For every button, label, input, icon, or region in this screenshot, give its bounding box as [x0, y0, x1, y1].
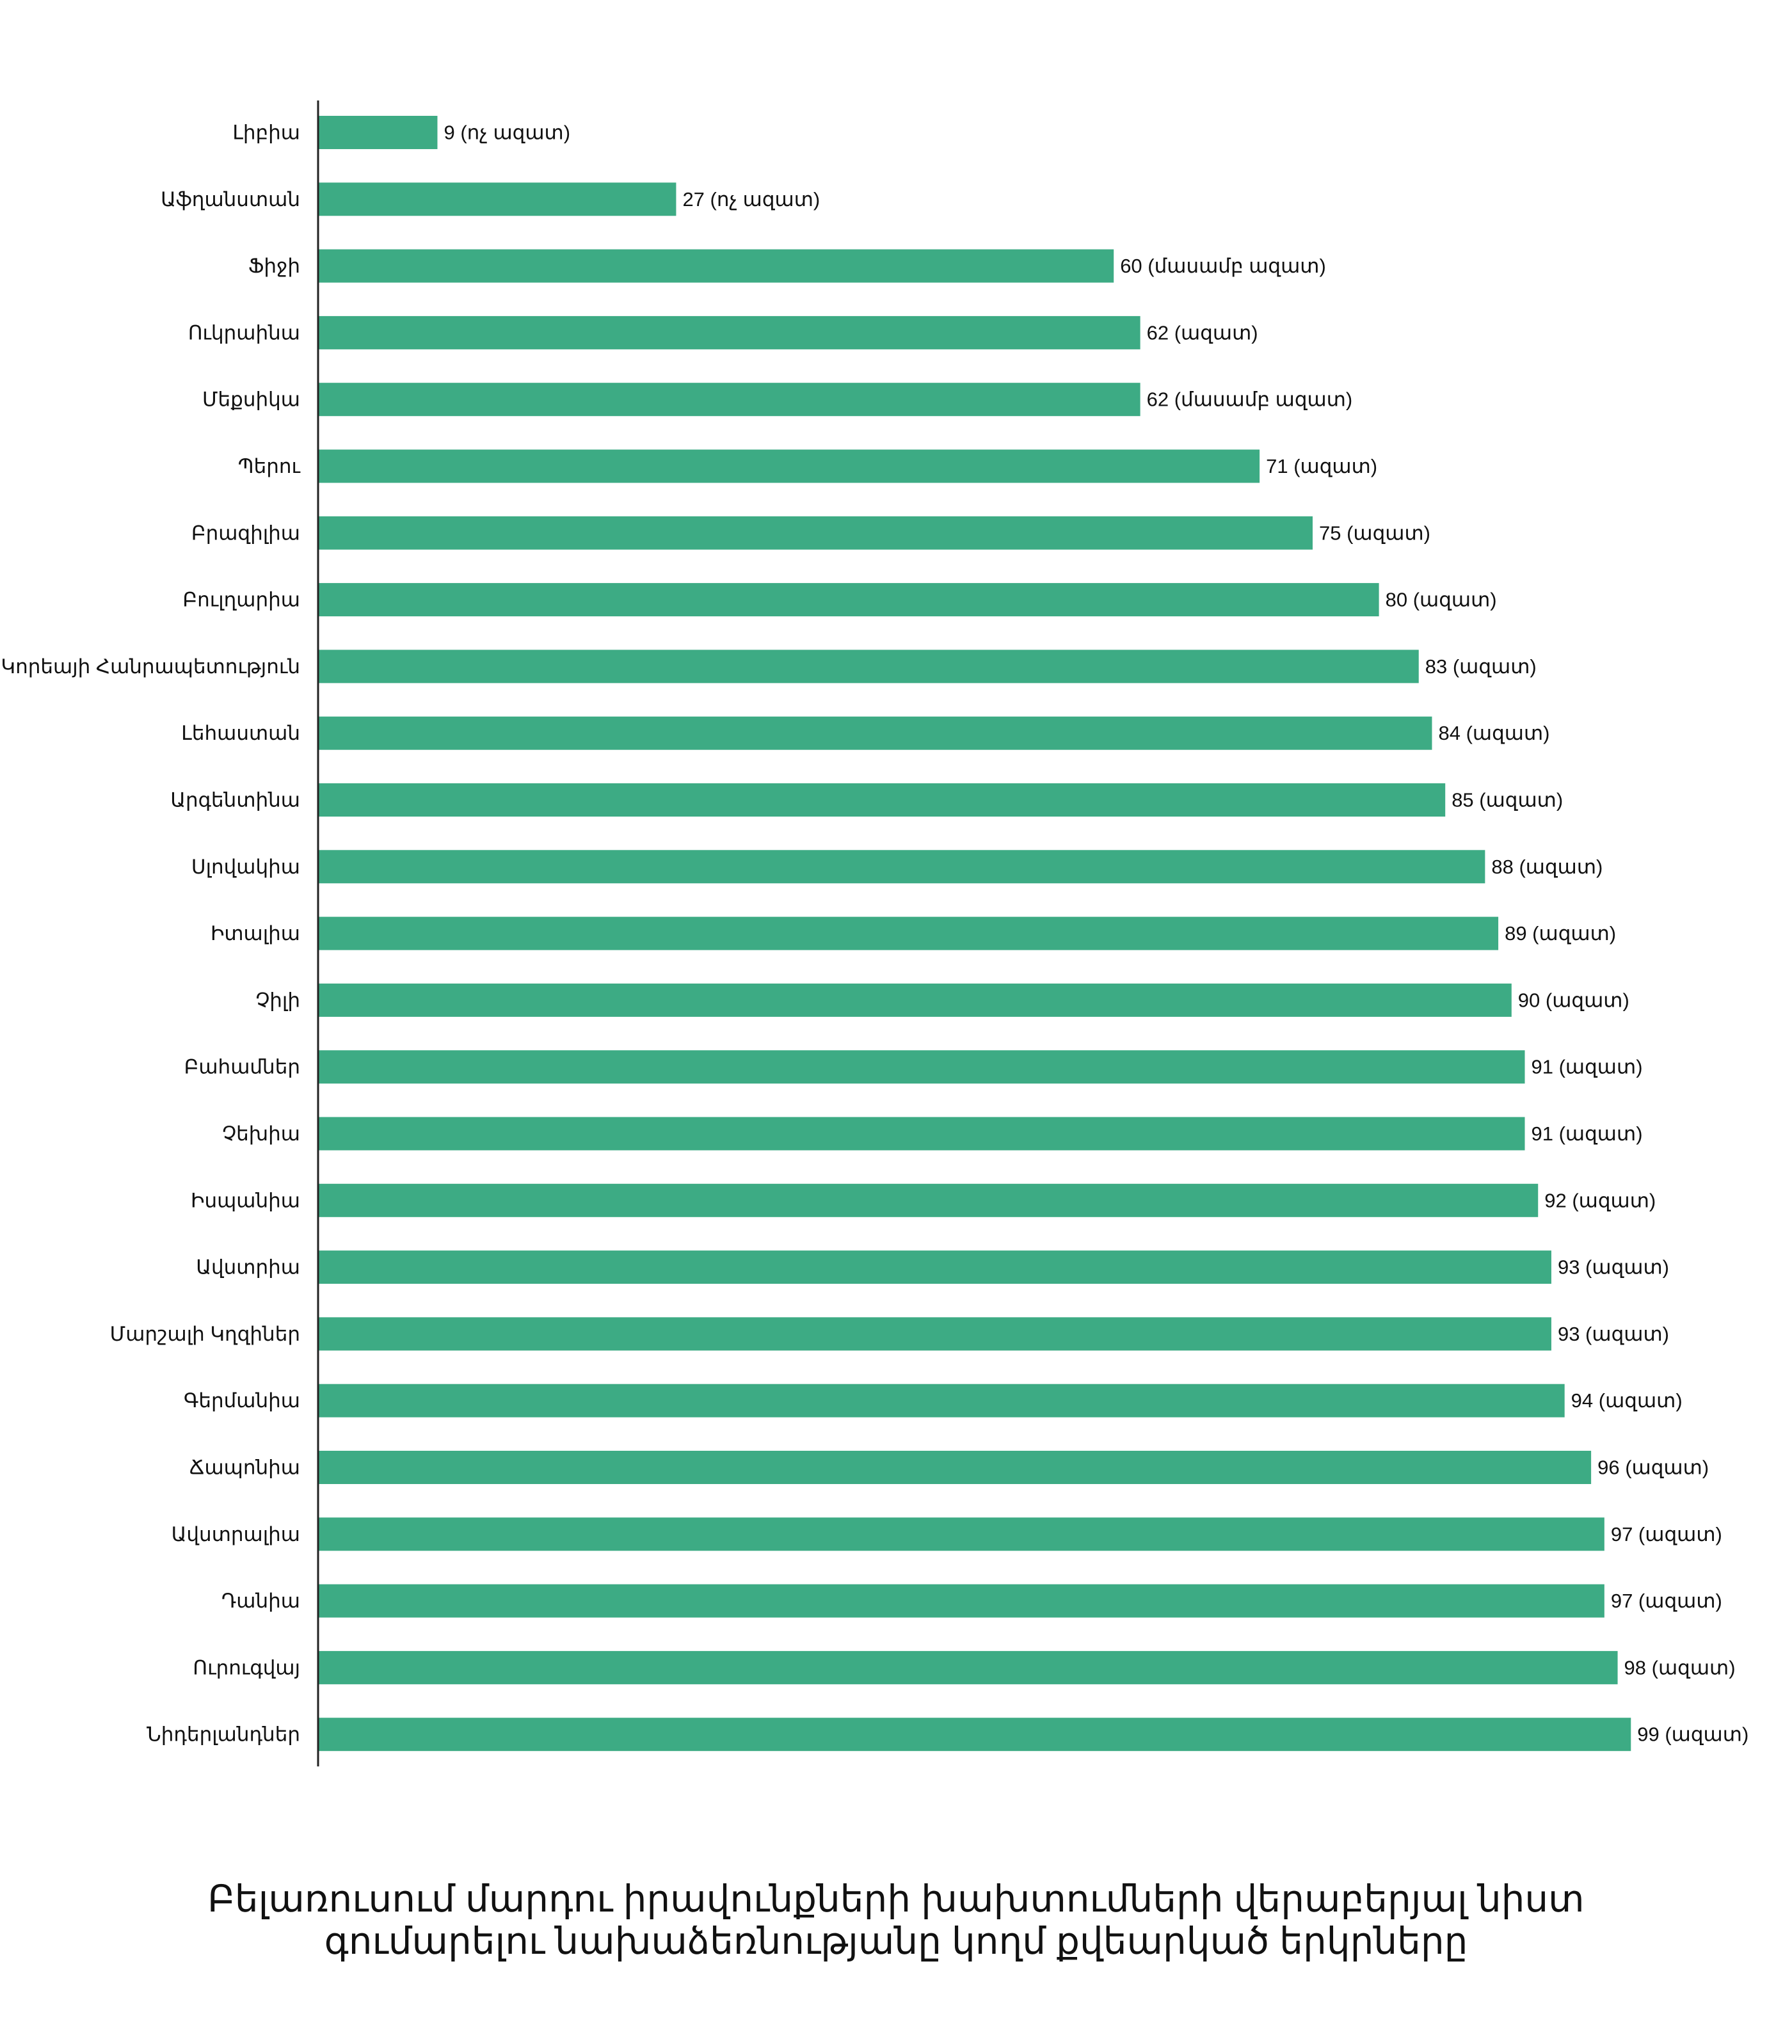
value-label: 27 (ոչ ազատ): [682, 188, 820, 211]
category-label: Մարշալի Կղզիներ: [110, 1323, 300, 1345]
bar: [318, 983, 1512, 1017]
bar: [318, 315, 1140, 349]
bar: [318, 1384, 1565, 1417]
bar: [318, 1050, 1525, 1084]
bar: [318, 1183, 1539, 1217]
bar: [318, 516, 1313, 550]
value-label: 75 (ազատ): [1319, 522, 1430, 544]
bar: [318, 1451, 1592, 1484]
category-label: Գերմանիա: [184, 1389, 300, 1412]
category-label: Լեհաստան: [181, 722, 300, 744]
value-label: 88 (ազատ): [1491, 856, 1603, 878]
caption-line-1: Բելառուսում մարդու իրավունքների խախտումն…: [207, 1878, 1585, 1920]
category-label: Սլովակիա: [191, 856, 300, 878]
bar-chart: Լիբիա 9 (ոչ ազատ) Աֆղանստան 27 (ոչ ազատ) Ֆիջ…: [1, 100, 1748, 1767]
category-label: Ավստրալիա: [172, 1523, 300, 1545]
category-label: Բրազիլիա: [191, 522, 300, 544]
bar: [318, 1117, 1525, 1151]
value-label: 91 (ազատ): [1532, 1056, 1643, 1078]
category-label: Ավստրիա: [196, 1256, 300, 1279]
bar: [318, 1718, 1631, 1752]
value-label: 83 (ազատ): [1425, 655, 1537, 678]
bar: [318, 850, 1485, 884]
value-label: 80 (ազատ): [1386, 589, 1497, 611]
value-label: 84 (ազատ): [1438, 722, 1549, 744]
category-label: Կորեայի Հանրապետություն: [1, 655, 300, 678]
category-label: Մեքսիկա: [202, 388, 300, 411]
value-label: 62 (մասամբ ազատ): [1147, 388, 1353, 411]
value-label: 71 (ազատ): [1266, 455, 1377, 477]
value-label: 85 (ազատ): [1452, 789, 1563, 811]
caption-line-2: գումարելու նախաձեռնությանը կողմ քվեարկած…: [324, 1920, 1468, 1962]
category-label: Ուկրաինա: [188, 321, 300, 344]
value-label: 62 (ազատ): [1147, 321, 1258, 344]
category-label: Բահամներ: [184, 1056, 300, 1078]
value-label: 92 (ազատ): [1544, 1189, 1656, 1211]
category-label: Ճապոնիա: [189, 1457, 300, 1479]
category-label: Նիդերլանդներ: [147, 1723, 300, 1746]
value-label: 97 (ազատ): [1611, 1523, 1722, 1545]
category-label: Լիբիա: [232, 122, 300, 144]
chart-caption: Բելառուսում մարդու իրավունքների խախտումն…: [0, 1878, 1792, 1963]
category-label: Չեխիա: [222, 1122, 300, 1145]
value-label: 91 (ազատ): [1532, 1122, 1643, 1145]
bar: [318, 916, 1499, 950]
bar: [318, 1317, 1551, 1351]
bar: [318, 249, 1114, 283]
bar: [318, 116, 438, 149]
value-label: 89 (ազատ): [1505, 922, 1616, 945]
bars-group: Լիբիա 9 (ոչ ազատ) Աֆղանստան 27 (ոչ ազատ) Ֆիջ…: [1, 116, 1748, 1752]
bar: [318, 583, 1379, 617]
bar: [318, 716, 1432, 750]
category-label: Իտալիա: [211, 922, 300, 945]
category-label: Աֆղանստան: [161, 188, 300, 211]
value-label: 90 (ազատ): [1518, 989, 1629, 1011]
category-label: Ուրուգվայ: [193, 1656, 300, 1679]
category-label: Չիլի: [255, 989, 300, 1011]
value-label: 93 (ազատ): [1558, 1323, 1669, 1345]
value-label: 98 (ազատ): [1624, 1656, 1736, 1679]
category-label: Ֆիջի: [248, 255, 300, 277]
bar: [318, 182, 676, 216]
value-label: 99 (ազատ): [1637, 1723, 1748, 1746]
category-label: Դանիա: [221, 1590, 300, 1612]
category-label: Բուլղարիա: [182, 589, 300, 611]
category-label: Արգենտինա: [170, 789, 300, 811]
bar: [318, 650, 1419, 683]
bar: [318, 1250, 1551, 1284]
category-label: Իսպանիա: [191, 1189, 300, 1211]
value-label: 97 (ազատ): [1611, 1590, 1722, 1612]
bar: [318, 1517, 1604, 1551]
value-label: 60 (մասամբ ազատ): [1120, 255, 1326, 277]
bar: [318, 449, 1260, 483]
value-label: 96 (ազատ): [1597, 1457, 1709, 1479]
category-label: Պերու: [238, 455, 301, 477]
bar: [318, 783, 1446, 817]
value-label: 9 (ոչ ազատ): [444, 122, 570, 144]
value-label: 93 (ազատ): [1558, 1256, 1669, 1279]
bar: [318, 1584, 1604, 1618]
bar: [318, 383, 1140, 417]
value-label: 94 (ազատ): [1571, 1389, 1683, 1412]
bar: [318, 1650, 1618, 1684]
